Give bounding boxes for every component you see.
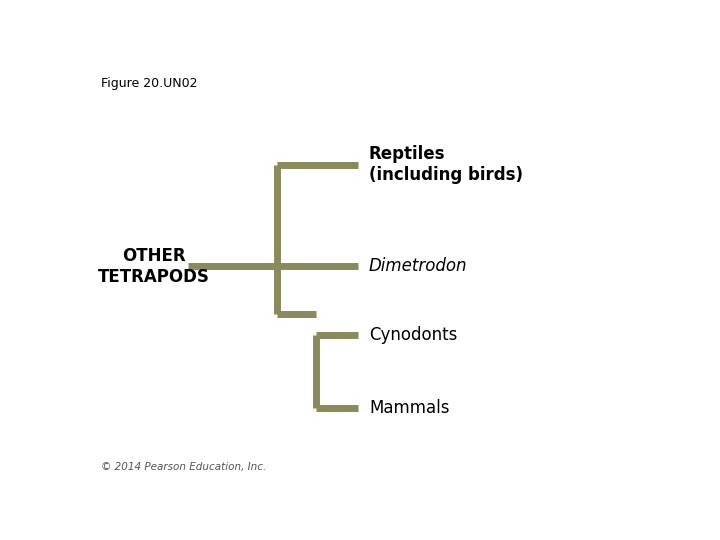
Text: Mammals: Mammals	[369, 399, 449, 417]
Text: Figure 20.UN02: Figure 20.UN02	[101, 77, 198, 90]
Text: © 2014 Pearson Education, Inc.: © 2014 Pearson Education, Inc.	[101, 462, 266, 472]
Text: Dimetrodon: Dimetrodon	[369, 258, 467, 275]
Text: Cynodonts: Cynodonts	[369, 326, 457, 344]
Text: OTHER
TETRAPODS: OTHER TETRAPODS	[98, 247, 210, 286]
Text: Reptiles
(including birds): Reptiles (including birds)	[369, 145, 523, 184]
